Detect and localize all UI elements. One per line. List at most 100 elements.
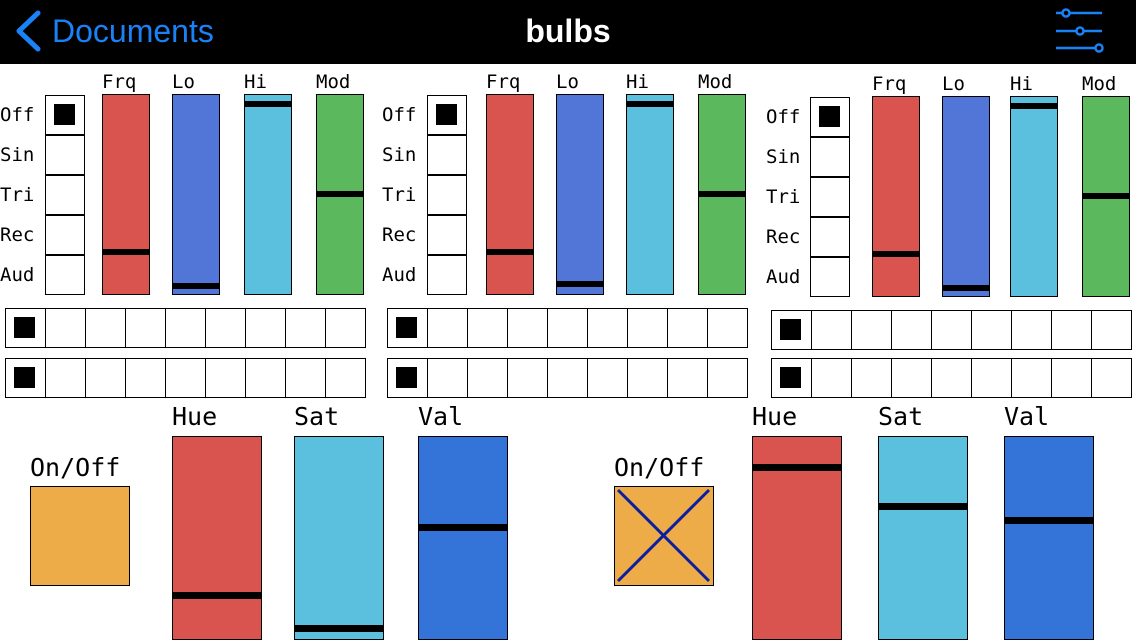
step-cell[interactable] xyxy=(707,308,748,348)
wave-option-sin[interactable] xyxy=(45,135,85,175)
step-cell[interactable] xyxy=(1051,358,1092,398)
slider-hi-handle[interactable] xyxy=(245,101,291,107)
slider-lo[interactable] xyxy=(172,94,220,295)
slider-frq-handle[interactable] xyxy=(873,251,919,257)
wave-option-off[interactable] xyxy=(427,95,467,135)
step-cell[interactable] xyxy=(45,358,86,398)
step-cell[interactable] xyxy=(125,358,166,398)
wave-option-sin[interactable] xyxy=(810,137,850,177)
hue-slider-handle[interactable] xyxy=(173,592,261,599)
step-cell[interactable] xyxy=(627,358,668,398)
step-cell[interactable] xyxy=(467,358,508,398)
val-slider-handle[interactable] xyxy=(1005,517,1093,524)
slider-mod-handle[interactable] xyxy=(699,191,745,197)
step-cell[interactable] xyxy=(85,358,126,398)
slider-mod[interactable] xyxy=(698,94,746,295)
step-cell[interactable] xyxy=(245,308,286,348)
step-cell[interactable] xyxy=(507,358,548,398)
step-cell[interactable] xyxy=(811,310,852,350)
step-cell[interactable] xyxy=(1091,358,1132,398)
hue-slider[interactable] xyxy=(752,436,842,640)
slider-frq[interactable] xyxy=(872,96,920,297)
step-cell[interactable] xyxy=(931,310,972,350)
step-cell[interactable] xyxy=(891,310,932,350)
step-cell[interactable] xyxy=(851,358,892,398)
step-cell[interactable] xyxy=(891,358,932,398)
step-cell[interactable] xyxy=(205,308,246,348)
step-cell[interactable] xyxy=(707,358,748,398)
slider-lo-handle[interactable] xyxy=(557,281,603,287)
sat-slider-handle[interactable] xyxy=(879,503,967,510)
step-cell[interactable] xyxy=(811,358,852,398)
slider-mod-handle[interactable] xyxy=(1083,193,1129,199)
slider-hi[interactable] xyxy=(244,94,292,295)
step-cell[interactable] xyxy=(5,358,46,398)
val-slider[interactable] xyxy=(418,436,508,640)
step-cell[interactable] xyxy=(387,358,428,398)
step-cell[interactable] xyxy=(667,358,708,398)
step-cell[interactable] xyxy=(467,308,508,348)
slider-frq[interactable] xyxy=(102,94,150,295)
step-cell[interactable] xyxy=(387,308,428,348)
wave-option-rec[interactable] xyxy=(810,217,850,257)
wave-option-rec[interactable] xyxy=(427,215,467,255)
step-cell[interactable] xyxy=(771,358,812,398)
slider-frq[interactable] xyxy=(486,94,534,295)
slider-hi-handle[interactable] xyxy=(627,101,673,107)
step-cell[interactable] xyxy=(285,358,326,398)
step-cell[interactable] xyxy=(165,308,206,348)
step-cell[interactable] xyxy=(1091,310,1132,350)
slider-hi[interactable] xyxy=(1010,96,1058,297)
step-cell[interactable] xyxy=(45,308,86,348)
wave-option-off[interactable] xyxy=(45,95,85,135)
step-cell[interactable] xyxy=(971,310,1012,350)
step-cell[interactable] xyxy=(85,308,126,348)
step-cell[interactable] xyxy=(427,358,468,398)
step-cell[interactable] xyxy=(1011,358,1052,398)
hue-slider-handle[interactable] xyxy=(753,464,841,471)
hue-slider[interactable] xyxy=(172,436,262,640)
slider-mod[interactable] xyxy=(1082,96,1130,297)
step-cell[interactable] xyxy=(587,308,628,348)
step-cell[interactable] xyxy=(547,308,588,348)
slider-lo-handle[interactable] xyxy=(943,285,989,291)
wave-option-tri[interactable] xyxy=(810,177,850,217)
slider-frq-handle[interactable] xyxy=(487,249,533,255)
step-cell[interactable] xyxy=(1011,310,1052,350)
on-off-toggle[interactable] xyxy=(30,486,130,586)
sat-slider[interactable] xyxy=(294,436,384,640)
back-button[interactable]: Documents xyxy=(14,8,214,54)
val-slider[interactable] xyxy=(1004,436,1094,640)
wave-option-rec[interactable] xyxy=(45,215,85,255)
slider-hi-handle[interactable] xyxy=(1011,103,1057,109)
on-off-toggle[interactable] xyxy=(614,486,714,586)
step-cell[interactable] xyxy=(931,358,972,398)
sat-slider[interactable] xyxy=(878,436,968,640)
step-cell[interactable] xyxy=(507,308,548,348)
slider-lo[interactable] xyxy=(942,96,990,297)
step-cell[interactable] xyxy=(325,358,366,398)
step-cell[interactable] xyxy=(667,308,708,348)
step-cell[interactable] xyxy=(547,358,588,398)
step-cell[interactable] xyxy=(245,358,286,398)
step-cell[interactable] xyxy=(771,310,812,350)
slider-lo[interactable] xyxy=(556,94,604,295)
sat-slider-handle[interactable] xyxy=(295,625,383,632)
step-cell[interactable] xyxy=(5,308,46,348)
wave-option-tri[interactable] xyxy=(45,175,85,215)
step-cell[interactable] xyxy=(971,358,1012,398)
wave-option-aud[interactable] xyxy=(810,257,850,297)
step-cell[interactable] xyxy=(427,308,468,348)
step-cell[interactable] xyxy=(205,358,246,398)
slider-mod-handle[interactable] xyxy=(317,191,363,197)
settings-button[interactable] xyxy=(1052,6,1106,56)
val-slider-handle[interactable] xyxy=(419,524,507,531)
slider-hi[interactable] xyxy=(626,94,674,295)
step-cell[interactable] xyxy=(325,308,366,348)
step-cell[interactable] xyxy=(285,308,326,348)
wave-option-aud[interactable] xyxy=(427,255,467,295)
wave-option-sin[interactable] xyxy=(427,135,467,175)
wave-option-tri[interactable] xyxy=(427,175,467,215)
wave-option-aud[interactable] xyxy=(45,255,85,295)
wave-option-off[interactable] xyxy=(810,97,850,137)
